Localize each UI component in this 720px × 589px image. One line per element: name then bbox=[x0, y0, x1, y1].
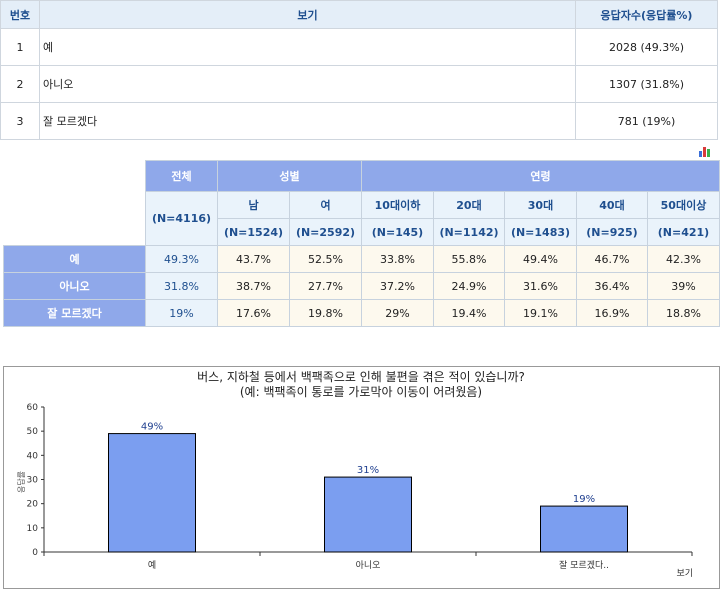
col-n: (N=925) bbox=[576, 218, 648, 246]
chart-subtitle: (예: 백팩족이 통로를 가로막아 이동이 어려웠음) bbox=[240, 385, 482, 399]
cell-value: 36.4% bbox=[576, 272, 648, 300]
cell-value: 18.8% bbox=[647, 299, 720, 327]
bar-chart-panel: 버스, 지하철 등에서 백팩족으로 인해 불편을 겪은 적이 있습니까? (예:… bbox=[3, 366, 720, 589]
cell-value: 19.8% bbox=[289, 299, 362, 327]
cell-value: 55.8% bbox=[433, 245, 505, 273]
cell-value: 27.7% bbox=[289, 272, 362, 300]
gender-header: 성별 bbox=[217, 160, 362, 192]
row-header: 잘 모르겠다 bbox=[3, 299, 146, 327]
total-n: (N=4116) bbox=[145, 191, 218, 246]
crosstab-row: 잘 모르겠다 19% 17.6% 19.8% 29% 19.4% 19.1% 1… bbox=[3, 299, 720, 327]
bar-value-label: 31% bbox=[357, 465, 379, 476]
x-tick-label: 아니오 bbox=[356, 560, 381, 571]
summary-header-row: 번호 보기 응답자수(응답률%) bbox=[0, 0, 718, 29]
summary-table: 번호 보기 응답자수(응답률%) 1 예 2028 (49.3%) 2 아니오 … bbox=[0, 0, 718, 140]
col-name: 40대 bbox=[576, 191, 648, 219]
bar bbox=[108, 433, 196, 553]
col-name: 50대이상 bbox=[647, 191, 720, 219]
total-header: 전체 bbox=[145, 160, 218, 192]
header-number: 번호 bbox=[0, 0, 40, 29]
cell-value: 31.6% bbox=[504, 272, 577, 300]
cell-value: 42.3% bbox=[647, 245, 720, 273]
bar-chart-icon[interactable] bbox=[698, 145, 712, 157]
cell-value: 19.1% bbox=[504, 299, 577, 327]
row-number: 2 bbox=[0, 65, 40, 103]
bar-value-label: 49% bbox=[141, 422, 163, 433]
cell-value: 33.8% bbox=[361, 245, 434, 273]
y-tick-label: 0 bbox=[32, 548, 38, 558]
col-n: (N=2592) bbox=[289, 218, 362, 246]
cell-value: 49.4% bbox=[504, 245, 577, 273]
y-tick-label: 10 bbox=[27, 524, 39, 534]
y-tick-label: 40 bbox=[27, 451, 39, 461]
x-tick-label: 잘 모르겠다.. bbox=[559, 559, 609, 571]
row-number: 1 bbox=[0, 28, 40, 66]
cell-value: 46.7% bbox=[576, 245, 648, 273]
row-label: 잘 모르겠다 bbox=[39, 102, 576, 140]
y-tick-label: 50 bbox=[27, 427, 39, 437]
chart-title: 버스, 지하철 등에서 백팩족으로 인해 불편을 겪은 적이 있습니까? bbox=[197, 370, 525, 384]
row-header: 아니오 bbox=[3, 272, 146, 300]
col-n: (N=421) bbox=[647, 218, 720, 246]
col-n: (N=1483) bbox=[504, 218, 577, 246]
x-tick-label: 예 bbox=[148, 560, 156, 571]
col-name: 여 bbox=[289, 191, 362, 219]
age-header: 연령 bbox=[361, 160, 720, 192]
cell-value: 39% bbox=[647, 272, 720, 300]
col-n: (N=1524) bbox=[217, 218, 290, 246]
summary-row: 3 잘 모르겠다 781 (19%) bbox=[0, 102, 718, 140]
col-n: (N=145) bbox=[361, 218, 434, 246]
bar-chart: 버스, 지하철 등에서 백팩족으로 인해 불편을 겪은 적이 있습니까? (예:… bbox=[16, 370, 693, 579]
cell-value: 29% bbox=[361, 299, 434, 327]
row-header: 예 bbox=[3, 245, 146, 273]
cell-total: 31.8% bbox=[145, 272, 218, 300]
cell-value: 43.7% bbox=[217, 245, 290, 273]
cell-value: 19.4% bbox=[433, 299, 505, 327]
y-tick-label: 60 bbox=[27, 403, 39, 413]
crosstab-table: 전체 성별 연령 (N=4116) 남 여 10대이하 20대 30대 40대 … bbox=[3, 160, 720, 327]
bar bbox=[324, 476, 412, 553]
crosstab-row: 아니오 31.8% 38.7% 27.7% 37.2% 24.9% 31.6% … bbox=[3, 272, 720, 300]
col-name: 30대 bbox=[504, 191, 577, 219]
header-result: 응답자수(응답률%) bbox=[575, 0, 718, 29]
x-axis-label: 보기 bbox=[676, 568, 693, 579]
row-result: 781 (19%) bbox=[575, 102, 718, 140]
row-label: 예 bbox=[39, 28, 576, 66]
cell-total: 19% bbox=[145, 299, 218, 327]
cell-value: 52.5% bbox=[289, 245, 362, 273]
header-question: 보기 bbox=[39, 0, 576, 29]
cell-value: 16.9% bbox=[576, 299, 648, 327]
y-axis-label: 응답률 bbox=[16, 471, 26, 493]
col-name: 10대이하 bbox=[361, 191, 434, 219]
cell-total: 49.3% bbox=[145, 245, 218, 273]
summary-row: 1 예 2028 (49.3%) bbox=[0, 28, 718, 66]
bar-value-label: 19% bbox=[573, 494, 595, 505]
cell-value: 24.9% bbox=[433, 272, 505, 300]
bar bbox=[540, 505, 628, 553]
row-result: 1307 (31.8%) bbox=[575, 65, 718, 103]
cell-value: 37.2% bbox=[361, 272, 434, 300]
col-name: 남 bbox=[217, 191, 290, 219]
corner-blank bbox=[3, 160, 146, 246]
col-n: (N=1142) bbox=[433, 218, 505, 246]
row-number: 3 bbox=[0, 102, 40, 140]
row-label: 아니오 bbox=[39, 65, 576, 103]
y-tick-label: 20 bbox=[27, 500, 39, 510]
y-tick-label: 30 bbox=[27, 476, 39, 486]
col-name: 20대 bbox=[433, 191, 505, 219]
cell-value: 17.6% bbox=[217, 299, 290, 327]
cell-value: 38.7% bbox=[217, 272, 290, 300]
summary-row: 2 아니오 1307 (31.8%) bbox=[0, 65, 718, 103]
row-result: 2028 (49.3%) bbox=[575, 28, 718, 66]
crosstab-row: 예 49.3% 43.7% 52.5% 33.8% 55.8% 49.4% 46… bbox=[3, 245, 720, 273]
